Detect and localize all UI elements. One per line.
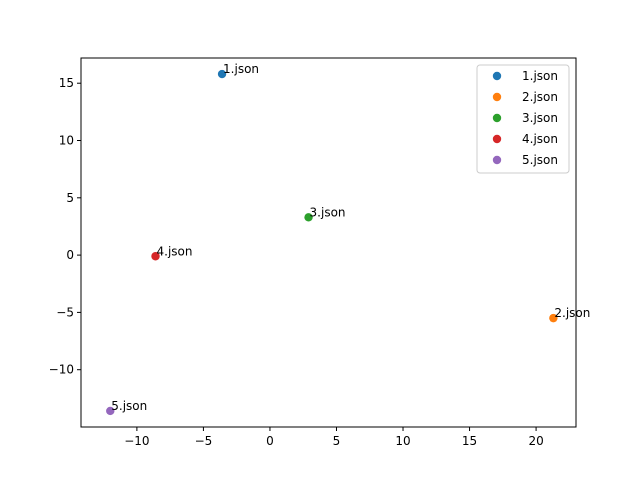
y-axis-ticks: −10 −5 0 5 10 15 xyxy=(49,76,81,377)
legend-box xyxy=(476,64,570,174)
legend-entry: 3.json xyxy=(522,111,558,125)
x-tick-label: −5 xyxy=(195,434,213,448)
y-tick-label: 15 xyxy=(59,76,74,90)
x-tick-label: 10 xyxy=(395,434,410,448)
legend-marker xyxy=(492,71,502,81)
x-tick-label: 20 xyxy=(528,434,543,448)
legend-entry: 5.json xyxy=(522,153,558,167)
y-tick-label: −10 xyxy=(49,363,74,377)
point-annotation: 3.json xyxy=(310,205,346,219)
y-tick-label: 0 xyxy=(66,248,74,262)
legend-entry: 4.json xyxy=(522,132,558,146)
legend-marker xyxy=(492,155,502,165)
scatter-point xyxy=(151,252,160,261)
x-tick-label: 5 xyxy=(333,434,341,448)
scatter-point xyxy=(106,406,115,416)
axes-frame xyxy=(80,57,577,428)
plot-marks: 1.json 2.json 3.json 4.json 5.json xyxy=(106,62,590,416)
legend-marker xyxy=(492,134,502,144)
legend-entry: 2.json xyxy=(522,90,558,104)
y-tick-label: 5 xyxy=(66,191,74,205)
x-tick-label: 0 xyxy=(266,434,274,448)
point-annotation: 2.json xyxy=(554,306,590,320)
scatter-point xyxy=(304,213,313,222)
y-tick-label: −5 xyxy=(56,305,74,319)
x-tick-label: 15 xyxy=(462,434,477,448)
legend-marker xyxy=(492,113,502,123)
x-tick-label: −10 xyxy=(124,434,149,448)
legend: 1.json 2.json 3.json 4.json 5.json xyxy=(476,64,570,174)
legend-marker xyxy=(492,92,502,102)
scatter-point xyxy=(217,69,227,79)
point-annotation: 4.json xyxy=(157,244,193,258)
point-annotation: 1.json xyxy=(223,62,259,76)
point-annotation: 5.json xyxy=(111,399,147,413)
scatter-point xyxy=(549,313,558,323)
legend-entry: 1.json xyxy=(522,69,558,83)
y-tick-label: 10 xyxy=(59,134,74,148)
x-axis-ticks: −10 −5 0 5 10 15 20 xyxy=(124,427,544,448)
